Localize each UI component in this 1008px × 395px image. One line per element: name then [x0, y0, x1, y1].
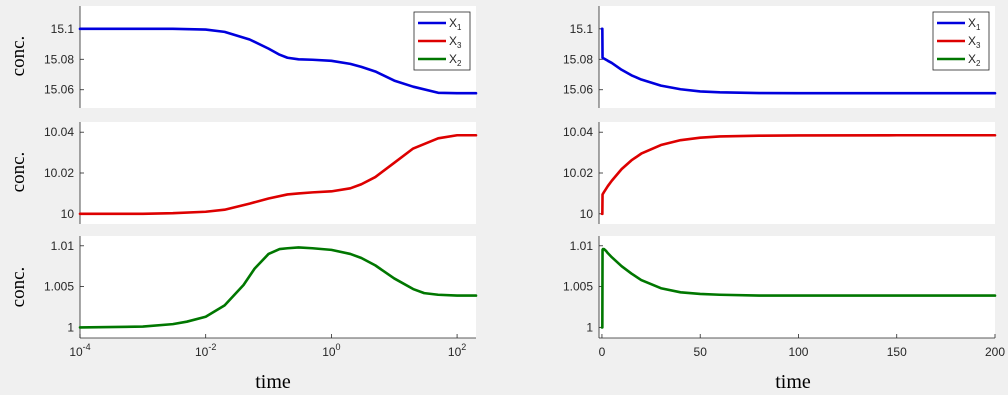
y-tick-label: 15.08 — [563, 52, 593, 66]
ylabel-middle-left: conc. — [8, 152, 29, 193]
x-tick-exponent: -4 — [83, 342, 91, 352]
plot-area — [80, 6, 476, 108]
series-line-X3 — [600, 133, 997, 216]
y-tick-label: 1.01 — [570, 239, 594, 253]
xlabel-right: time — [775, 371, 811, 393]
plot-area — [80, 236, 476, 338]
series-line-X2 — [600, 247, 997, 329]
y-tick-label: 1 — [67, 320, 74, 334]
x-tick-base: 10 — [448, 345, 462, 359]
plot-area — [599, 236, 995, 338]
x-tick-label: 150 — [887, 345, 907, 359]
x-tick-base: 10 — [322, 345, 336, 359]
legend-entry-base: X — [968, 34, 976, 48]
x-tick-label: 100 — [788, 345, 808, 359]
x-tick-exponent: 0 — [336, 342, 341, 352]
y-tick-label: 15.1 — [51, 22, 75, 36]
y-tick-label: 10 — [580, 207, 594, 221]
x-tick-label: 200 — [985, 345, 1005, 359]
xlabel-left: time — [255, 371, 291, 393]
series-line-X1 — [600, 27, 997, 95]
y-tick-label: 10 — [61, 207, 75, 221]
legend-entry-base: X — [449, 34, 457, 48]
y-tick-label: 1.005 — [44, 280, 74, 294]
legend-entry-label: X1 — [968, 16, 981, 32]
ylabel-top-left: conc. — [8, 36, 29, 77]
plot-area — [599, 122, 995, 224]
legend-entry-subscript: 1 — [976, 23, 981, 32]
y-tick-label: 10.04 — [44, 125, 74, 139]
legend-entry-label: X3 — [968, 34, 981, 50]
legend-entry-base: X — [449, 16, 457, 30]
series-line-X2 — [78, 246, 478, 329]
legend-entry-label: X3 — [449, 34, 462, 50]
y-tick-label: 1.01 — [51, 239, 75, 253]
x-tick-label: 102 — [448, 342, 466, 359]
x-tick-label: 10-4 — [69, 342, 90, 359]
x-tick-label: 10-2 — [195, 342, 216, 359]
x-tick-exponent: -2 — [208, 342, 216, 352]
y-tick-label: 15.1 — [570, 22, 594, 36]
legend-entry-subscript: 3 — [976, 41, 981, 50]
legend-entry-base: X — [968, 52, 976, 66]
x-tick-exponent: 2 — [461, 342, 466, 352]
legend-entry-subscript: 3 — [457, 41, 462, 50]
y-tick-label: 1.005 — [563, 280, 593, 294]
y-tick-label: 15.06 — [44, 83, 74, 97]
legend-entry-label: X2 — [968, 52, 981, 68]
y-tick-label: 10.02 — [563, 166, 593, 180]
legend-entry-label: X2 — [449, 52, 462, 68]
y-tick-label: 15.08 — [44, 52, 74, 66]
y-tick-label: 1 — [586, 320, 593, 334]
legend-entry-subscript: 2 — [976, 59, 981, 68]
plot-area — [80, 122, 476, 224]
y-tick-label: 10.02 — [44, 166, 74, 180]
series-line-X1 — [78, 27, 478, 95]
plot-area — [599, 6, 995, 108]
legend-entry-subscript: 1 — [457, 23, 462, 32]
series-line-X3 — [78, 133, 478, 216]
legend-entry-base: X — [449, 52, 457, 66]
plot-middle-right: 10 10.02 10.04 — [563, 122, 997, 224]
x-tick-label: 50 — [694, 345, 708, 359]
x-tick-base: 10 — [69, 345, 83, 359]
ylabel-bottom-left: conc. — [8, 267, 29, 308]
y-tick-label: 15.06 — [563, 83, 593, 97]
x-tick-label: 100 — [322, 342, 340, 359]
plot-middle-left: 10 10.02 10.04 — [44, 122, 478, 224]
plot-bottom-right: 1 1.005 1.01 0 50 100 150 200 — [563, 236, 1005, 359]
legend-entry-label: X1 — [449, 16, 462, 32]
x-tick-label: 0 — [599, 345, 606, 359]
x-tick-base: 10 — [195, 345, 209, 359]
y-tick-label: 10.04 — [563, 125, 593, 139]
legend-entry-base: X — [968, 16, 976, 30]
legend-entry-subscript: 2 — [457, 59, 462, 68]
